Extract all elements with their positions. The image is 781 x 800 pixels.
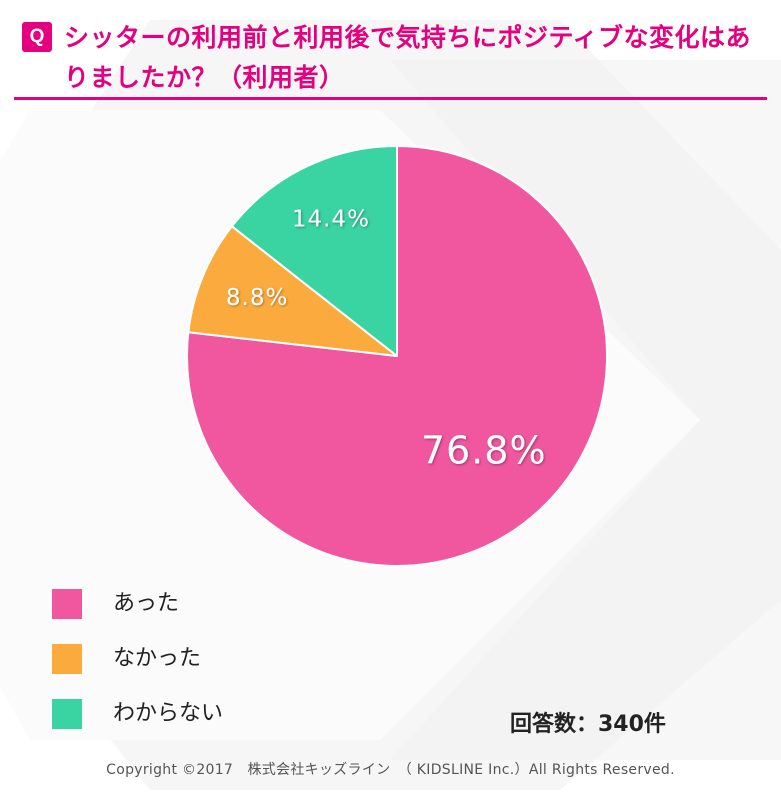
pie-slice-unknown [230,145,398,357]
title-divider [14,97,767,100]
pie-slice-no [187,225,398,357]
response-count: 回答数：340件 [510,712,666,737]
legend-swatch-yes [52,589,82,619]
pie-slices [185,145,608,567]
question-badge: Q [22,22,52,52]
legend-swatch-unknown [52,699,82,729]
pie-label-yes: 76.8% [421,429,547,473]
copyright-footer: Copyright ©2017 株式会社キッズライン （ KIDSLINE In… [106,762,675,778]
question-title: シッターの利用前と利用後で気持ちにポジティブな変化はありましたか？（利用者） [64,23,752,92]
legend-swatch-no [52,644,82,674]
pie-label-unknown: 14.4% [292,207,370,233]
legend-label-yes: あった [113,591,180,616]
pie-slice-yes [185,145,608,567]
legend-label-unknown: わからない [113,701,224,726]
legend-label-no: なかった [113,646,202,671]
pie-labels: 76.8% 8.8% 14.4% [226,207,547,473]
pie-label-no: 8.8% [226,285,288,311]
